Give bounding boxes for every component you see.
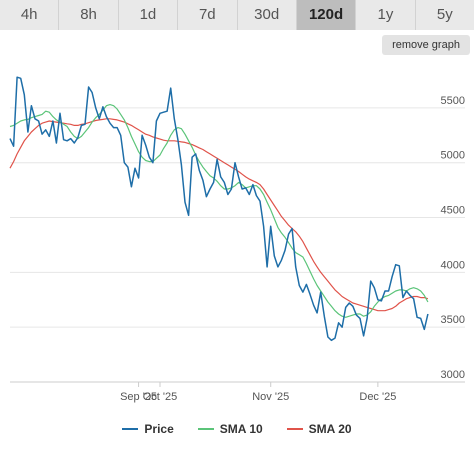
tab-5y[interactable]: 5y — [415, 0, 474, 30]
y-tick-label: 4000 — [441, 259, 465, 271]
x-tick-label: Sep '25 — [120, 391, 157, 403]
tab-4h[interactable]: 4h — [0, 0, 60, 30]
tab-7d[interactable]: 7d — [178, 0, 238, 30]
legend-swatch-sma-20 — [286, 428, 303, 430]
tab-1y[interactable]: 1y — [356, 0, 416, 30]
x-tick-label: Oct '25 — [143, 391, 178, 403]
sma-20-line — [9, 118, 429, 312]
tab-1d[interactable]: 1d — [118, 0, 179, 30]
chart-legend: Price SMA 10 SMA 20 — [0, 418, 474, 440]
timeframe-tabs: 4h 8h 1d 7d 30d 120d 1y 5y — [0, 0, 474, 30]
legend-label-price: Price — [144, 422, 174, 436]
legend-item-sma-10[interactable]: SMA 10 — [197, 422, 263, 436]
remove-graph-button[interactable]: remove graph — [382, 35, 470, 55]
y-tick-label: 5500 — [441, 95, 465, 107]
tab-120d[interactable]: 120d — [296, 0, 357, 30]
price-line — [9, 76, 429, 342]
x-tick-label: Dec '25 — [359, 391, 396, 403]
y-tick-label: 5000 — [441, 150, 465, 162]
legend-label-sma-20: SMA 20 — [308, 422, 352, 436]
tab-8h[interactable]: 8h — [59, 0, 119, 30]
legend-swatch-sma-10 — [197, 428, 214, 430]
legend-swatch-price — [122, 428, 139, 430]
y-tick-label: 3000 — [441, 369, 465, 381]
y-tick-label: 3500 — [441, 314, 465, 326]
y-tick-label: 4500 — [441, 205, 465, 217]
sma-10-line — [9, 103, 429, 318]
legend-label-sma-10: SMA 10 — [219, 422, 263, 436]
tab-30d[interactable]: 30d — [237, 0, 297, 30]
legend-item-sma-20[interactable]: SMA 20 — [286, 422, 352, 436]
x-tick-label: Nov '25 — [252, 391, 289, 403]
legend-item-price[interactable]: Price — [122, 422, 174, 436]
